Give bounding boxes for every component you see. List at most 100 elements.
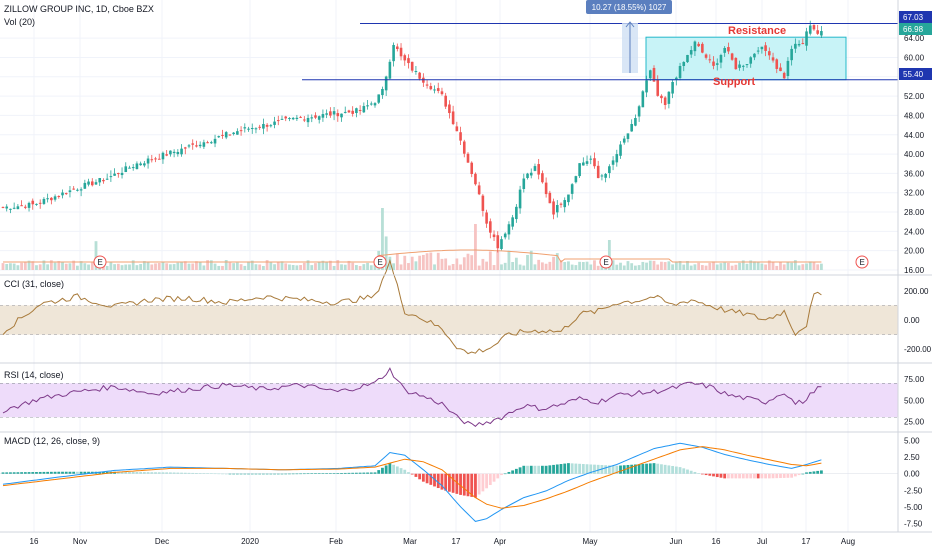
candle[interactable] (79, 189, 83, 191)
candle[interactable] (176, 151, 180, 155)
candle[interactable] (537, 164, 540, 175)
cci-pane[interactable] (0, 258, 898, 355)
candle[interactable] (5, 206, 9, 209)
candle[interactable] (273, 121, 276, 125)
candle[interactable] (555, 204, 559, 213)
candle[interactable] (396, 46, 399, 50)
candle[interactable] (544, 182, 548, 195)
candle[interactable] (812, 25, 816, 30)
candle[interactable] (150, 159, 154, 161)
candle[interactable] (165, 154, 168, 156)
candle[interactable] (608, 166, 611, 174)
candle[interactable] (362, 106, 366, 113)
candle[interactable] (425, 84, 429, 86)
candle[interactable] (786, 60, 790, 76)
candle[interactable] (496, 235, 500, 249)
candle[interactable] (704, 54, 708, 58)
candle[interactable] (366, 105, 369, 107)
candle[interactable] (306, 117, 310, 123)
candle[interactable] (72, 188, 75, 190)
candle[interactable] (262, 123, 265, 129)
candle[interactable] (697, 43, 700, 47)
candle[interactable] (820, 31, 823, 36)
candle[interactable] (336, 113, 340, 117)
candle[interactable] (31, 200, 35, 205)
candle[interactable] (351, 110, 354, 114)
candle[interactable] (98, 178, 102, 183)
candle[interactable] (295, 117, 299, 120)
candle[interactable] (559, 203, 563, 205)
candle[interactable] (533, 166, 537, 171)
candle[interactable] (433, 89, 436, 91)
candle[interactable] (459, 132, 462, 141)
candle[interactable] (169, 150, 172, 155)
candle[interactable] (358, 109, 362, 111)
candle[interactable] (224, 132, 228, 138)
candle[interactable] (154, 158, 157, 160)
candle[interactable] (210, 142, 213, 144)
candle[interactable] (689, 50, 693, 55)
candle[interactable] (429, 86, 433, 90)
candle[interactable] (723, 48, 726, 53)
candle[interactable] (730, 53, 734, 60)
candle[interactable] (764, 45, 767, 51)
candle[interactable] (574, 176, 578, 183)
candle[interactable] (410, 61, 414, 71)
candle[interactable] (113, 173, 116, 176)
candle[interactable] (27, 202, 31, 208)
candle[interactable] (250, 128, 254, 130)
candle[interactable] (626, 133, 630, 139)
candle[interactable] (715, 63, 719, 65)
candle[interactable] (593, 158, 596, 167)
candle[interactable] (284, 116, 288, 119)
candle[interactable] (470, 162, 474, 174)
candle[interactable] (790, 48, 793, 61)
candle[interactable] (563, 200, 567, 208)
candle[interactable] (381, 88, 384, 96)
candle[interactable] (448, 104, 451, 114)
candle[interactable] (552, 201, 555, 215)
earnings-marker[interactable] (93, 255, 107, 269)
candle[interactable] (325, 113, 328, 115)
candle[interactable] (157, 158, 161, 160)
candle[interactable] (12, 207, 16, 209)
candle[interactable] (124, 166, 128, 173)
candle[interactable] (444, 95, 447, 107)
candle[interactable] (340, 113, 343, 118)
candle[interactable] (712, 61, 715, 66)
candle[interactable] (693, 41, 697, 52)
candle[interactable] (570, 184, 574, 194)
candle[interactable] (515, 206, 518, 220)
candle[interactable] (310, 117, 314, 119)
candle[interactable] (801, 43, 805, 45)
candle[interactable] (678, 66, 682, 79)
earnings-marker[interactable] (855, 255, 869, 269)
candle[interactable] (105, 178, 109, 180)
rsi-pane[interactable] (0, 367, 898, 427)
candle[interactable] (797, 44, 801, 46)
candle[interactable] (526, 173, 529, 178)
candle[interactable] (407, 58, 410, 64)
candle[interactable] (485, 212, 488, 224)
candle[interactable] (228, 134, 232, 136)
candle[interactable] (622, 138, 626, 143)
candle[interactable] (671, 81, 674, 94)
candle[interactable] (377, 94, 381, 103)
candle[interactable] (303, 119, 306, 121)
candle[interactable] (135, 163, 139, 170)
candle[interactable] (109, 176, 113, 178)
candle[interactable] (288, 118, 291, 120)
candle[interactable] (172, 151, 176, 154)
candle[interactable] (117, 173, 120, 175)
candle[interactable] (61, 192, 64, 196)
candle[interactable] (332, 111, 336, 115)
candle[interactable] (477, 185, 481, 195)
candle[interactable] (518, 189, 522, 209)
candle[interactable] (369, 103, 373, 105)
candle[interactable] (64, 193, 68, 195)
candle[interactable] (239, 130, 243, 132)
candle[interactable] (213, 138, 217, 144)
candle[interactable] (247, 128, 250, 130)
